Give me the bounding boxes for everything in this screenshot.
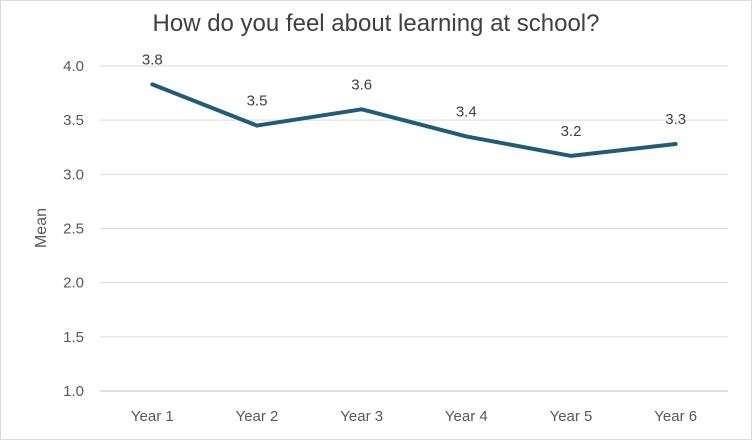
x-tick-label: Year 3 — [340, 408, 383, 425]
x-tick-labels: Year 1 Year 2 Year 3 Year 4 Year 5 Year 6 — [131, 408, 697, 425]
x-tick-label: Year 2 — [236, 408, 279, 425]
series-line — [150, 82, 678, 158]
x-tick-label: Year 6 — [654, 408, 697, 425]
x-tick-label: Year 1 — [131, 408, 174, 425]
y-tick-label: 1.0 — [63, 383, 84, 400]
gridlines — [100, 65, 728, 392]
y-tick-label: 2.5 — [63, 221, 84, 238]
data-label: 3.3 — [665, 111, 686, 128]
y-tick-label: 3.5 — [63, 112, 84, 129]
y-tick-labels: 1.0 1.5 2.0 2.5 3.0 3.5 4.0 — [63, 58, 84, 400]
y-tick-label: 1.5 — [63, 329, 84, 346]
y-tick-label: 3.0 — [63, 166, 84, 183]
series-layer — [150, 82, 678, 158]
chart-title: How do you feel about learning at school… — [153, 10, 600, 37]
data-labels: 3.8 3.5 3.6 3.4 3.2 3.3 — [142, 51, 686, 140]
data-label: 3.5 — [247, 93, 268, 110]
data-label: 3.6 — [351, 76, 372, 93]
y-tick-label: 2.0 — [63, 275, 84, 292]
x-tick-label: Year 5 — [550, 408, 593, 425]
data-label: 3.2 — [561, 123, 582, 140]
y-axis-label: Mean — [33, 208, 50, 248]
x-tick-label: Year 4 — [445, 408, 488, 425]
y-tick-label: 4.0 — [63, 58, 84, 75]
data-label: 3.4 — [456, 103, 477, 120]
data-label: 3.8 — [142, 51, 163, 68]
